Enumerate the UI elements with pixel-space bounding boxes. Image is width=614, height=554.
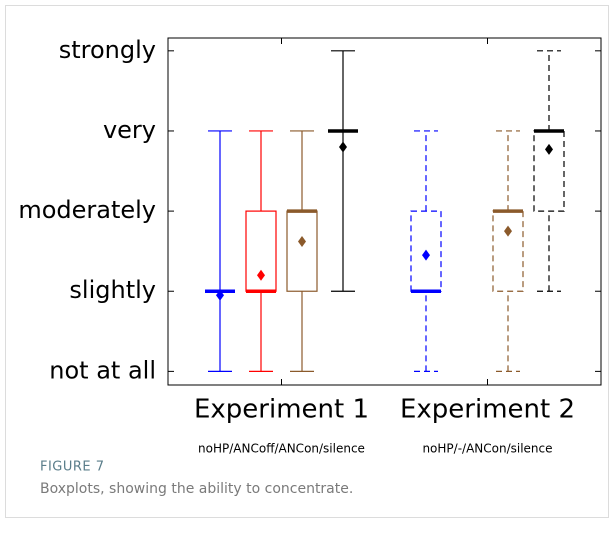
y-tick-label: not at all [49,356,156,384]
x-tick-sublabel: noHP/ANCoff/ANCon/silence [198,442,365,456]
mean [339,141,347,153]
mean [298,236,306,248]
mean [216,289,224,301]
box [286,210,318,292]
figure-label: FIGURE 7 [40,460,105,475]
y-tick-label: slightly [69,276,156,304]
mean [422,249,430,261]
x-tick-sublabel: noHP/-/ANCon/silence [422,442,552,456]
mean [257,269,265,281]
mean [545,143,553,155]
y-tick-label: very [103,116,156,144]
box [492,210,524,292]
plot-frame [167,37,602,386]
x-tick-label: Experiment 1 [194,395,369,425]
x-tick-label: Experiment 2 [400,395,575,425]
y-tick-label: strongly [59,36,156,64]
box [533,130,565,212]
card-frame [5,5,609,518]
figure-caption: Boxplots, showing the ability to concent… [40,481,353,497]
y-tick-label: moderately [18,196,156,224]
mean [504,225,512,237]
